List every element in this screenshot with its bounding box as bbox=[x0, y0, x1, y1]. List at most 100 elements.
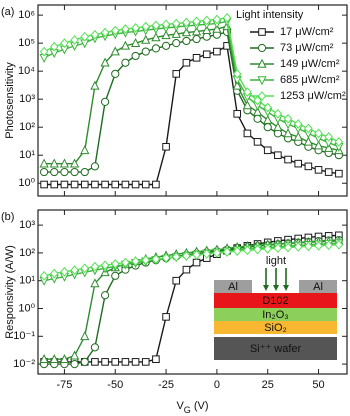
marker bbox=[80, 180, 89, 189]
x-tick-label: -50 bbox=[107, 379, 123, 391]
marker bbox=[222, 247, 232, 257]
marker bbox=[49, 158, 59, 168]
legend-label: 685 μW/cm² bbox=[280, 74, 340, 86]
marker bbox=[263, 243, 272, 254]
marker bbox=[110, 46, 120, 56]
marker bbox=[257, 43, 267, 53]
marker bbox=[80, 357, 89, 366]
x-tick-label: 0 bbox=[214, 379, 220, 391]
light-arrow-head bbox=[273, 285, 279, 291]
marker bbox=[172, 70, 181, 78]
marker bbox=[100, 291, 110, 300]
y-axis-label: Responsivity (A/W) bbox=[4, 245, 16, 339]
marker bbox=[111, 69, 120, 78]
layer-label: D102 bbox=[262, 295, 288, 307]
light-arrow-head bbox=[263, 285, 269, 291]
marker bbox=[70, 180, 79, 189]
marker bbox=[171, 18, 181, 29]
marker bbox=[253, 138, 262, 146]
marker bbox=[172, 39, 181, 48]
contact bbox=[299, 280, 337, 293]
plot-frame bbox=[37, 209, 348, 375]
marker bbox=[172, 276, 181, 285]
marker bbox=[80, 167, 89, 177]
marker bbox=[70, 167, 79, 177]
marker bbox=[141, 21, 151, 32]
marker bbox=[243, 129, 252, 138]
marker bbox=[192, 250, 201, 260]
marker bbox=[192, 34, 201, 44]
marker bbox=[324, 132, 333, 142]
marker bbox=[182, 265, 191, 274]
marker bbox=[59, 354, 70, 363]
marker bbox=[283, 242, 293, 253]
marker bbox=[131, 180, 140, 189]
marker bbox=[171, 252, 181, 262]
marker bbox=[59, 158, 70, 168]
marker bbox=[141, 47, 150, 56]
light-arrow-head bbox=[283, 285, 289, 291]
x-axis-label-part: (V) bbox=[191, 400, 209, 412]
marker bbox=[257, 91, 267, 101]
marker bbox=[121, 358, 130, 366]
y-tick-label: 10⁻² bbox=[13, 358, 35, 370]
marker bbox=[283, 113, 293, 124]
marker bbox=[334, 136, 344, 147]
layer bbox=[214, 337, 337, 360]
x-tick-label: 50 bbox=[312, 379, 324, 391]
marker bbox=[70, 265, 79, 275]
marker bbox=[101, 358, 109, 366]
x-axis-label-part: V bbox=[176, 400, 184, 412]
marker bbox=[121, 24, 130, 34]
marker bbox=[110, 25, 120, 36]
marker bbox=[141, 358, 150, 366]
marker bbox=[293, 119, 303, 129]
marker bbox=[90, 278, 100, 288]
y-tick-label: 10⁵ bbox=[18, 37, 35, 49]
marker bbox=[263, 102, 272, 113]
marker bbox=[152, 180, 160, 189]
marker bbox=[100, 57, 110, 67]
y-tick-label: 10¹ bbox=[19, 149, 35, 161]
marker bbox=[50, 180, 59, 189]
marker bbox=[304, 123, 313, 134]
marker bbox=[60, 266, 69, 277]
marker bbox=[50, 167, 59, 177]
marker bbox=[80, 145, 90, 155]
x-tick-label: -25 bbox=[158, 379, 174, 391]
marker bbox=[171, 28, 181, 38]
marker bbox=[293, 131, 303, 141]
layer bbox=[214, 308, 337, 321]
marker bbox=[90, 162, 100, 171]
x-axis-label: VG (V) bbox=[176, 400, 208, 415]
marker bbox=[161, 41, 171, 50]
marker bbox=[202, 25, 212, 34]
y-tick-label: 10⁴ bbox=[18, 65, 35, 77]
marker bbox=[273, 122, 283, 131]
legend-label: 73 μW/cm² bbox=[280, 42, 334, 54]
marker bbox=[192, 53, 201, 62]
legend-label: 149 μW/cm² bbox=[280, 58, 340, 70]
marker bbox=[303, 136, 313, 146]
marker bbox=[324, 240, 333, 251]
y-tick-label: 10³ bbox=[19, 219, 35, 231]
marker bbox=[182, 251, 191, 261]
marker bbox=[151, 32, 161, 42]
y-tick-label: 10⁰ bbox=[18, 302, 35, 314]
marker bbox=[313, 140, 324, 150]
marker bbox=[284, 155, 292, 164]
marker bbox=[263, 146, 272, 155]
plot-frame bbox=[37, 4, 348, 197]
marker bbox=[39, 354, 49, 363]
marker bbox=[151, 254, 161, 264]
marker bbox=[212, 14, 222, 25]
marker bbox=[161, 253, 171, 263]
marker bbox=[90, 261, 100, 272]
layer bbox=[214, 293, 337, 308]
marker bbox=[111, 180, 120, 189]
marker bbox=[314, 128, 323, 139]
marker bbox=[162, 142, 170, 151]
marker bbox=[182, 17, 191, 28]
marker bbox=[151, 20, 161, 31]
